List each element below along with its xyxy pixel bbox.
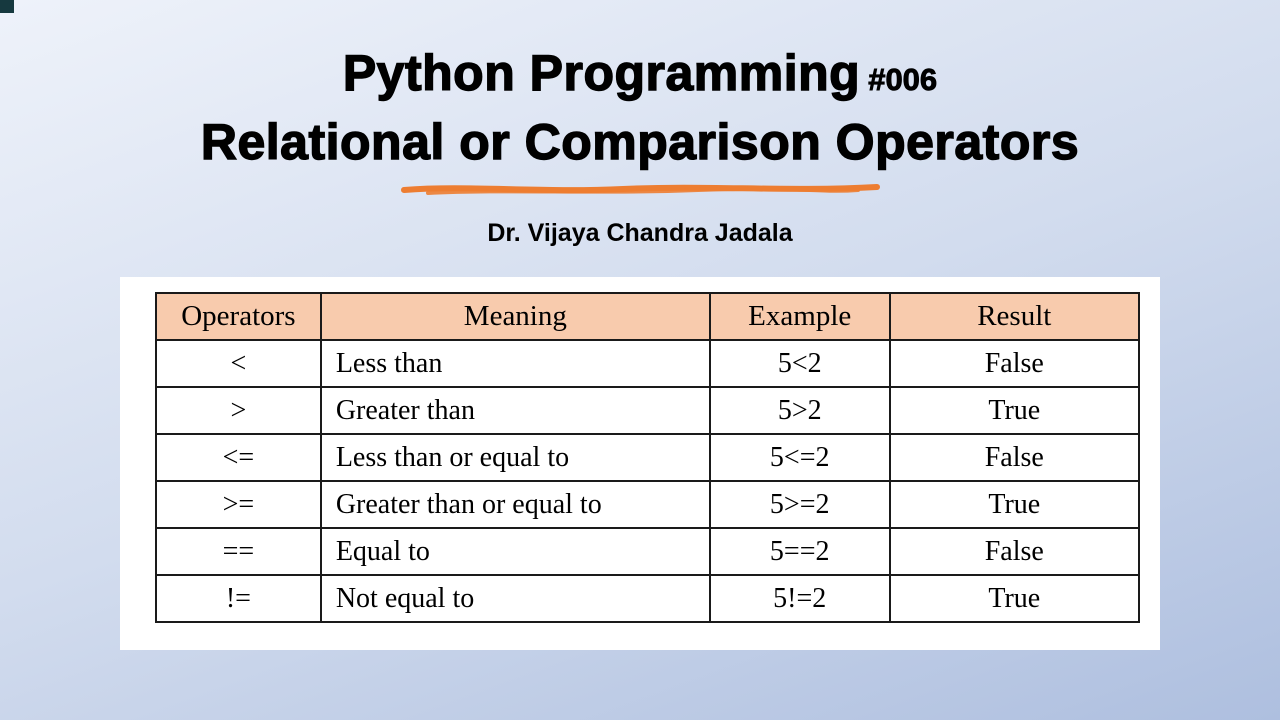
operator-cell: >=: [155, 480, 322, 529]
operator-cell: ==: [155, 527, 322, 576]
slide-header: Python Programming #006 Relational or Com…: [0, 42, 1280, 248]
example-cell: 5<=2: [708, 433, 891, 482]
meaning-cell: Less than: [319, 339, 711, 388]
meaning-cell: Greater than: [319, 386, 711, 435]
result-cell: True: [888, 574, 1141, 623]
title-main: Python Programming: [342, 44, 861, 101]
orange-underline-decoration: [400, 184, 880, 195]
operator-cell: <: [155, 339, 322, 388]
table-row: > Greater than 5>2 True: [155, 386, 1141, 435]
table-row: >= Greater than or equal to 5>=2 True: [155, 480, 1141, 529]
example-cell: 5>=2: [708, 480, 891, 529]
example-cell: 5<2: [708, 339, 891, 388]
table-header-row: Operators Meaning Example Result: [155, 292, 1141, 341]
table-row: < Less than 5<2 False: [155, 339, 1141, 388]
operator-cell: >: [155, 386, 322, 435]
meaning-cell: Less than or equal to: [319, 433, 711, 482]
column-header-result: Result: [888, 292, 1141, 341]
corner-accent-square: [0, 0, 14, 13]
title-line-1: Python Programming #006: [0, 42, 1280, 111]
title-line-2: Relational or Comparison Operators: [200, 113, 1080, 170]
example-cell: 5==2: [708, 527, 891, 576]
result-cell: False: [888, 527, 1141, 576]
result-cell: False: [888, 433, 1141, 482]
author-name: Dr. Vijaya Chandra Jadala: [487, 219, 793, 247]
operator-cell: !=: [155, 574, 322, 623]
column-header-operators: Operators: [155, 292, 322, 341]
column-header-example: Example: [708, 292, 891, 341]
example-cell: 5!=2: [708, 574, 891, 623]
example-cell: 5>2: [708, 386, 891, 435]
operator-cell: <=: [155, 433, 322, 482]
result-cell: True: [888, 386, 1141, 435]
meaning-cell: Greater than or equal to: [319, 480, 711, 529]
table-card: Operators Meaning Example Result < Less …: [120, 277, 1160, 650]
column-header-meaning: Meaning: [319, 292, 711, 341]
table-row: != Not equal to 5!=2 True: [155, 574, 1141, 623]
table-row: == Equal to 5==2 False: [155, 527, 1141, 576]
meaning-cell: Equal to: [319, 527, 711, 576]
meaning-cell: Not equal to: [319, 574, 711, 623]
result-cell: False: [888, 339, 1141, 388]
table-row: <= Less than or equal to 5<=2 False: [155, 433, 1141, 482]
title-episode-number: #006: [868, 62, 938, 98]
operators-table: Operators Meaning Example Result < Less …: [155, 292, 1141, 623]
result-cell: True: [888, 480, 1141, 529]
